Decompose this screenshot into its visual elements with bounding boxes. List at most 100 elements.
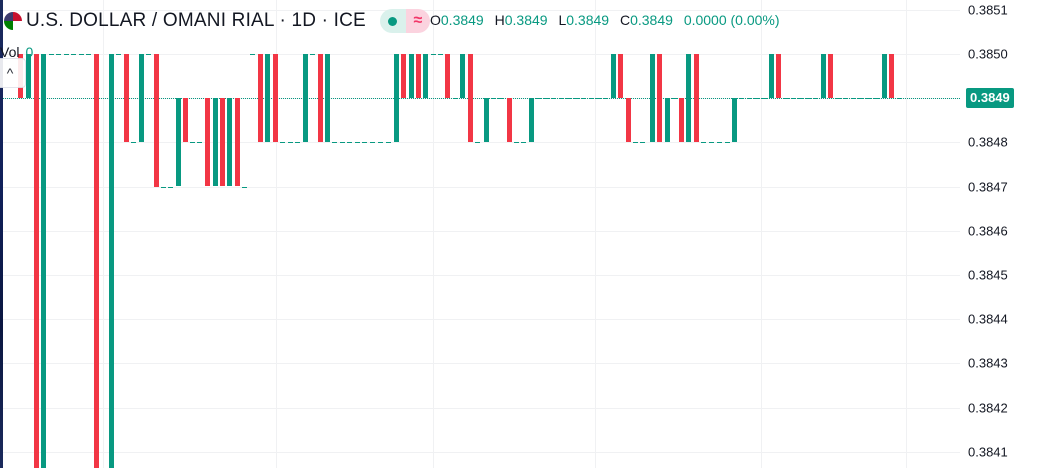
doji-candle xyxy=(280,142,285,143)
status-pill[interactable]: ≈ xyxy=(379,9,430,33)
doji-candle xyxy=(146,54,151,55)
price-tick-label: 0.3846 xyxy=(968,223,1008,239)
doji-candle xyxy=(566,98,571,99)
bullish-candle xyxy=(882,54,887,98)
doji-candle xyxy=(71,54,76,55)
vertical-gridline xyxy=(433,0,434,468)
doji-candle xyxy=(86,54,91,55)
vertical-gridline xyxy=(276,0,277,468)
bearish-candle xyxy=(468,54,473,142)
doji-candle xyxy=(813,98,818,99)
doji-candle xyxy=(56,54,61,55)
volume-value: 0 xyxy=(25,44,34,60)
chart-pane[interactable] xyxy=(0,0,960,468)
doji-candle xyxy=(843,98,848,99)
price-tick-label: 0.3843 xyxy=(968,355,1008,371)
price-axis[interactable]: 0.3851 0.3850 0.3849 0.3848 0.3847 0.3846 0.38… xyxy=(960,0,1043,468)
horizontal-gridline xyxy=(0,363,960,364)
doji-candle xyxy=(190,142,195,143)
doji-candle xyxy=(514,142,519,143)
open-value: 0.3849 xyxy=(440,12,484,28)
bearish-candle xyxy=(618,54,623,98)
high-value: 0.3849 xyxy=(504,12,548,28)
collapse-legend-button[interactable]: ^ xyxy=(0,58,26,88)
bullish-candle xyxy=(484,98,489,142)
bullish-candle xyxy=(769,54,774,98)
doji-candle xyxy=(491,98,496,99)
doji-candle xyxy=(581,98,586,99)
doji-candle xyxy=(798,98,803,99)
bullish-candle xyxy=(394,54,399,142)
symbol-title[interactable]: U.S. DOLLAR / OMANI RIAL · 1D · ICE xyxy=(26,10,366,31)
bearish-candle xyxy=(828,54,833,98)
delayed-data-icon: ≈ xyxy=(405,9,430,33)
bullish-candle xyxy=(460,54,465,98)
doji-candle xyxy=(386,142,391,143)
bearish-candle xyxy=(183,98,188,142)
bearish-candle xyxy=(273,54,278,142)
doji-candle xyxy=(332,142,337,143)
doji-candle xyxy=(347,142,352,143)
market-open-dot-icon xyxy=(379,9,406,33)
vertical-gridline xyxy=(906,0,907,468)
doji-candle xyxy=(438,54,443,55)
doji-candle xyxy=(701,142,706,143)
doji-candle xyxy=(250,54,255,55)
bullish-candle xyxy=(227,98,232,186)
bullish-candle xyxy=(409,54,414,98)
bullish-candle xyxy=(176,98,181,186)
doji-candle xyxy=(242,187,247,188)
horizontal-gridline xyxy=(0,275,960,276)
bullish-candle xyxy=(529,98,534,142)
doji-candle xyxy=(431,54,436,55)
doji-candle xyxy=(851,98,856,99)
doji-candle xyxy=(836,98,841,99)
bearish-candle xyxy=(258,54,263,142)
symbol-legend: U.S. DOLLAR / OMANI RIAL · 1D · ICE ≈ xyxy=(4,8,430,34)
doji-candle xyxy=(355,142,360,143)
bullish-candle xyxy=(213,98,218,186)
doji-candle xyxy=(79,54,84,55)
horizontal-gridline xyxy=(0,187,960,188)
doji-candle xyxy=(784,98,789,99)
horizontal-gridline xyxy=(0,142,960,143)
doji-candle xyxy=(589,98,594,99)
price-tick-label: 0.3848 xyxy=(968,134,1008,150)
high-label: H xyxy=(494,12,505,28)
bearish-candle xyxy=(507,98,512,142)
usd-omr-flag-icon xyxy=(4,12,22,30)
doji-candle xyxy=(574,98,579,99)
bullish-candle xyxy=(821,54,826,98)
bearish-candle xyxy=(445,54,450,98)
price-tick-label: 0.3842 xyxy=(968,400,1008,416)
doji-candle xyxy=(116,54,121,55)
bullish-candle xyxy=(26,54,31,98)
close-value: 0.3849 xyxy=(630,12,673,28)
low-value: 0.3849 xyxy=(566,12,610,28)
bearish-candle xyxy=(889,54,894,98)
horizontal-gridline xyxy=(0,452,960,453)
horizontal-gridline xyxy=(0,231,960,232)
doji-candle xyxy=(475,142,480,143)
bullish-candle xyxy=(611,54,616,98)
bearish-candle xyxy=(694,54,699,142)
vertical-gridline xyxy=(761,0,762,468)
doji-candle xyxy=(897,98,902,99)
doji-candle xyxy=(559,98,564,99)
bearish-candle xyxy=(776,54,781,98)
bullish-candle xyxy=(325,54,330,142)
current-price-label: 0.3849 xyxy=(966,88,1014,108)
doji-candle xyxy=(596,98,601,99)
close-label: C xyxy=(619,12,631,28)
doji-candle xyxy=(161,187,166,188)
doji-candle xyxy=(603,98,608,99)
bullish-candle xyxy=(686,54,691,142)
bearish-candle xyxy=(220,98,225,186)
bearish-candle xyxy=(416,54,421,98)
bearish-candle xyxy=(94,54,99,468)
doji-candle xyxy=(717,142,722,143)
current-price-line xyxy=(0,98,960,99)
bearish-candle xyxy=(34,54,39,468)
doji-candle xyxy=(310,54,315,55)
volume-label: Vol xyxy=(0,44,20,60)
